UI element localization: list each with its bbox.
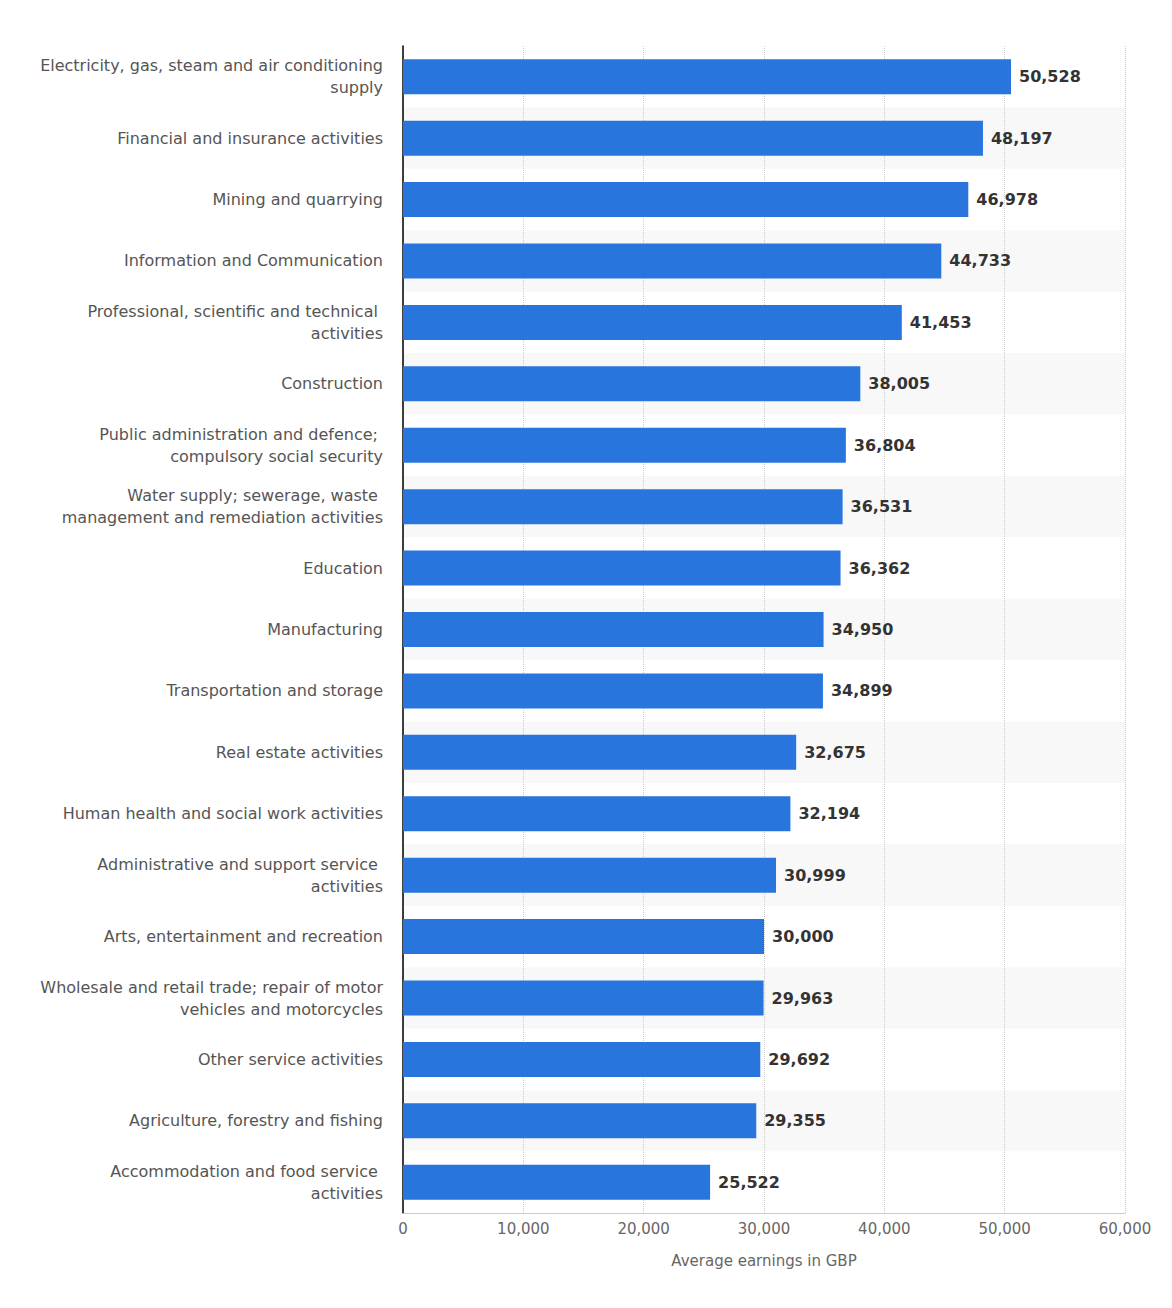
svg-text:Mining and quarrying: Mining and quarrying: [212, 190, 383, 209]
svg-text:41,453: 41,453: [910, 313, 972, 332]
svg-text:29,963: 29,963: [772, 989, 834, 1008]
svg-text:Electricity, gas, steam and ai: Electricity, gas, steam and air conditio…: [40, 56, 383, 75]
svg-text:Real estate activities: Real estate activities: [216, 743, 383, 762]
svg-text:36,531: 36,531: [851, 497, 913, 516]
svg-text:Financial and insurance activi: Financial and insurance activities: [117, 129, 383, 148]
svg-text:20,000: 20,000: [617, 1220, 670, 1238]
svg-text:activities: activities: [311, 1184, 383, 1203]
svg-text:40,000: 40,000: [858, 1220, 911, 1238]
svg-text:30,999: 30,999: [784, 866, 846, 885]
svg-text:0: 0: [398, 1220, 408, 1238]
svg-text:activities: activities: [311, 324, 383, 343]
svg-text:Water supply; sewerage, waste: Water supply; sewerage, waste: [127, 486, 383, 505]
svg-text:Administrative and support ser: Administrative and support service: [97, 855, 383, 874]
svg-text:36,804: 36,804: [854, 436, 916, 455]
svg-text:60,000: 60,000: [1099, 1220, 1152, 1238]
svg-text:29,692: 29,692: [768, 1050, 830, 1069]
svg-text:48,197: 48,197: [991, 129, 1053, 148]
svg-text:34,899: 34,899: [831, 681, 893, 700]
svg-text:50,000: 50,000: [978, 1220, 1031, 1238]
svg-text:compulsory social security: compulsory social security: [170, 447, 383, 466]
svg-text:Public administration and defe: Public administration and defence;: [99, 425, 383, 444]
svg-text:10,000: 10,000: [497, 1220, 550, 1238]
svg-text:Accommodation and food service: Accommodation and food service: [110, 1162, 383, 1181]
svg-text:30,000: 30,000: [738, 1220, 791, 1238]
svg-text:46,978: 46,978: [976, 190, 1038, 209]
svg-text:Construction: Construction: [281, 374, 383, 393]
svg-text:Agriculture, forestry and fish: Agriculture, forestry and fishing: [129, 1111, 383, 1130]
svg-text:34,950: 34,950: [832, 620, 894, 639]
svg-text:Arts, entertainment and recrea: Arts, entertainment and recreation: [104, 927, 383, 946]
svg-text:Transportation and storage: Transportation and storage: [165, 681, 383, 700]
svg-text:29,355: 29,355: [764, 1111, 826, 1130]
svg-text:supply: supply: [325, 78, 383, 97]
svg-text:activities: activities: [311, 877, 383, 896]
svg-text:Professional, scientific and t: Professional, scientific and technical: [87, 302, 383, 321]
svg-text:Education: Education: [303, 559, 383, 578]
svg-text:Wholesale and retail trade; re: Wholesale and retail trade; repair of mo…: [40, 978, 383, 997]
svg-text:38,005: 38,005: [868, 374, 930, 393]
svg-text:Other service activities: Other service activities: [198, 1050, 383, 1069]
svg-text:Manufacturing: Manufacturing: [267, 620, 383, 639]
svg-text:44,733: 44,733: [949, 251, 1011, 270]
svg-text:25,522: 25,522: [718, 1173, 780, 1192]
svg-text:management and remediation act: management and remediation activities: [62, 508, 383, 527]
svg-text:32,194: 32,194: [798, 804, 860, 823]
svg-text:Information and Communication: Information and Communication: [124, 251, 383, 270]
svg-text:Human health and social work a: Human health and social work activities: [63, 804, 383, 823]
svg-text:Average earnings in GBP: Average earnings in GBP: [671, 1252, 856, 1270]
svg-text:vehicles and motorcycles: vehicles and motorcycles: [175, 1000, 383, 1019]
svg-text:50,528: 50,528: [1019, 67, 1081, 86]
svg-text:32,675: 32,675: [804, 743, 866, 762]
svg-text:36,362: 36,362: [849, 559, 911, 578]
svg-text:30,000: 30,000: [772, 927, 834, 946]
